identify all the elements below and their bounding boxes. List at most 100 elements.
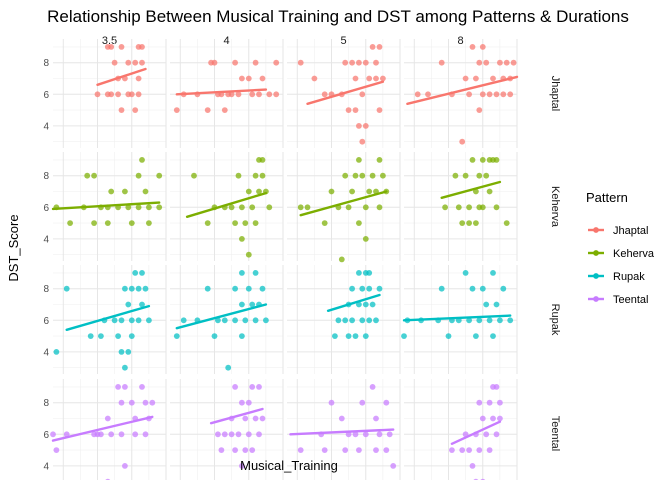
legend-key-point	[593, 296, 599, 302]
data-point	[359, 138, 366, 145]
trend-line	[51, 415, 154, 442]
data-point	[128, 399, 135, 406]
data-point	[91, 172, 97, 179]
panel-grid: 3.5 4 5 8 Jhaptal Keherva Rupak Teental 4 6 8 4 6 8 4 6…	[43, 35, 561, 480]
data-point	[191, 172, 197, 179]
data-point	[401, 333, 407, 339]
legend-label: Teental	[613, 294, 648, 306]
strip-label-duration-5: 5	[340, 35, 346, 47]
data-point	[459, 220, 466, 227]
panel-teental-8	[404, 379, 518, 480]
data-point	[245, 188, 252, 195]
data-point	[466, 91, 472, 98]
data-point	[425, 91, 431, 98]
data-point	[356, 157, 362, 163]
y-tick-label: 8	[43, 284, 49, 295]
data-point	[352, 107, 359, 113]
data-point	[156, 172, 163, 179]
data-point	[345, 107, 352, 113]
data-point	[252, 172, 259, 179]
data-point	[476, 172, 483, 179]
data-point	[483, 301, 490, 308]
data-point	[98, 333, 104, 339]
data-point	[146, 204, 152, 211]
data-point	[466, 317, 472, 324]
data-point	[493, 204, 500, 211]
legend-label: Rupak	[613, 271, 645, 283]
legend-label: Jhaptal	[613, 225, 648, 237]
data-point	[349, 188, 355, 195]
data-point	[376, 204, 383, 211]
data-point	[104, 220, 111, 227]
chart-title: Relationship Between Musical Training an…	[47, 7, 629, 26]
trend-line	[175, 303, 268, 330]
legend-item-jhaptal: Jhaptal	[588, 225, 648, 237]
data-point	[215, 431, 221, 438]
panel-keherva-8	[404, 152, 518, 261]
data-point	[218, 447, 225, 453]
data-point	[221, 431, 228, 438]
data-point	[84, 172, 91, 179]
panel-jhaptal-5	[287, 39, 401, 148]
data-point	[507, 317, 514, 324]
data-point	[497, 415, 503, 422]
data-point	[235, 172, 242, 179]
data-point	[132, 270, 139, 276]
data-point	[352, 75, 359, 82]
data-point	[259, 172, 266, 179]
data-point	[335, 317, 342, 324]
data-point	[232, 447, 239, 453]
legend-item-teental: Teental	[588, 294, 648, 306]
data-point	[373, 447, 379, 453]
data-point	[67, 220, 73, 227]
data-point	[349, 59, 355, 66]
data-point	[297, 204, 304, 211]
data-point	[438, 59, 445, 66]
panel-rupak-5	[287, 265, 401, 374]
data-point	[479, 157, 486, 163]
data-point	[356, 123, 362, 129]
data-point	[125, 349, 132, 355]
data-point	[235, 91, 242, 98]
data-point	[500, 91, 507, 98]
data-point	[239, 270, 245, 276]
data-point	[479, 285, 486, 292]
data-point	[122, 364, 128, 371]
data-point	[128, 91, 135, 98]
data-point	[53, 349, 60, 355]
y-axis-title: DST_Score	[6, 214, 21, 281]
data-point	[156, 204, 163, 211]
data-point	[503, 59, 510, 66]
data-point	[373, 317, 379, 324]
data-point	[118, 317, 125, 324]
data-point	[390, 463, 397, 469]
data-point	[476, 107, 483, 113]
data-point	[359, 91, 366, 98]
trend-line	[440, 180, 502, 200]
data-point	[125, 301, 132, 308]
data-point	[259, 285, 266, 292]
trend-line	[306, 80, 385, 106]
data-point	[445, 333, 452, 339]
data-point	[139, 157, 145, 163]
data-point	[362, 301, 369, 308]
data-point	[228, 91, 235, 98]
data-point	[479, 91, 486, 98]
data-point	[493, 384, 500, 390]
data-point	[369, 172, 376, 179]
data-point	[256, 188, 262, 195]
data-point	[469, 157, 476, 163]
data-point	[473, 220, 479, 227]
strip-label-pattern-rupak: Rupak	[549, 304, 561, 336]
data-point	[252, 270, 259, 276]
trend-line	[175, 88, 268, 96]
data-point	[490, 333, 496, 339]
data-point	[239, 204, 245, 211]
data-point	[108, 431, 115, 438]
data-point	[369, 44, 376, 50]
data-point	[497, 317, 503, 324]
data-point	[128, 333, 135, 339]
data-point	[473, 75, 479, 82]
